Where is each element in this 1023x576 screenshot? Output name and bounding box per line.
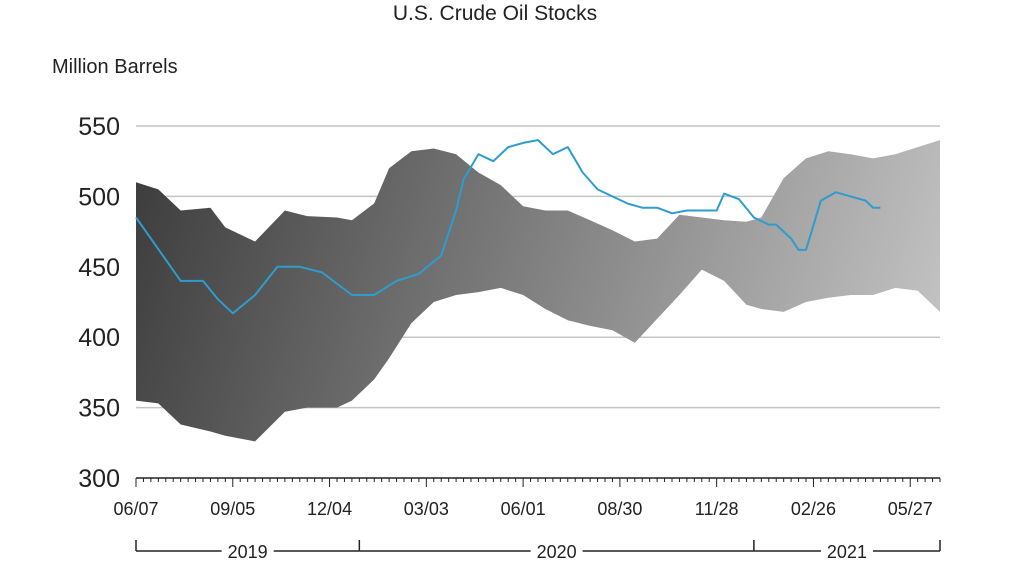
y-tick-label: 500 [78, 183, 120, 211]
x-tick-label: 12/04 [307, 499, 352, 519]
y-axis-label: Million Barrels [52, 56, 178, 78]
year-label: 2019 [228, 542, 268, 562]
y-tick-label: 550 [78, 113, 120, 141]
y-tick-label: 300 [78, 465, 120, 493]
x-tick-label: 05/27 [888, 499, 933, 519]
five-year-range-band [136, 140, 940, 442]
x-tick-label: 03/03 [404, 499, 449, 519]
crude-stocks-line [135, 139, 881, 315]
year-label: 2021 [827, 542, 867, 562]
x-tick-label: 06/07 [113, 499, 158, 519]
year-label: 2020 [537, 542, 577, 562]
x-tick-label: 08/30 [597, 499, 642, 519]
x-tick-label: 06/01 [501, 499, 546, 519]
x-tick-label: 09/05 [210, 499, 255, 519]
x-tick-label: 02/26 [791, 499, 836, 519]
y-tick-label: 350 [78, 395, 120, 423]
y-tick-label: 450 [78, 254, 120, 282]
x-tick-label: 11/28 [695, 499, 739, 519]
chart-title: U.S. Crude Oil Stocks [392, 2, 598, 25]
y-tick-label: 400 [78, 324, 120, 352]
